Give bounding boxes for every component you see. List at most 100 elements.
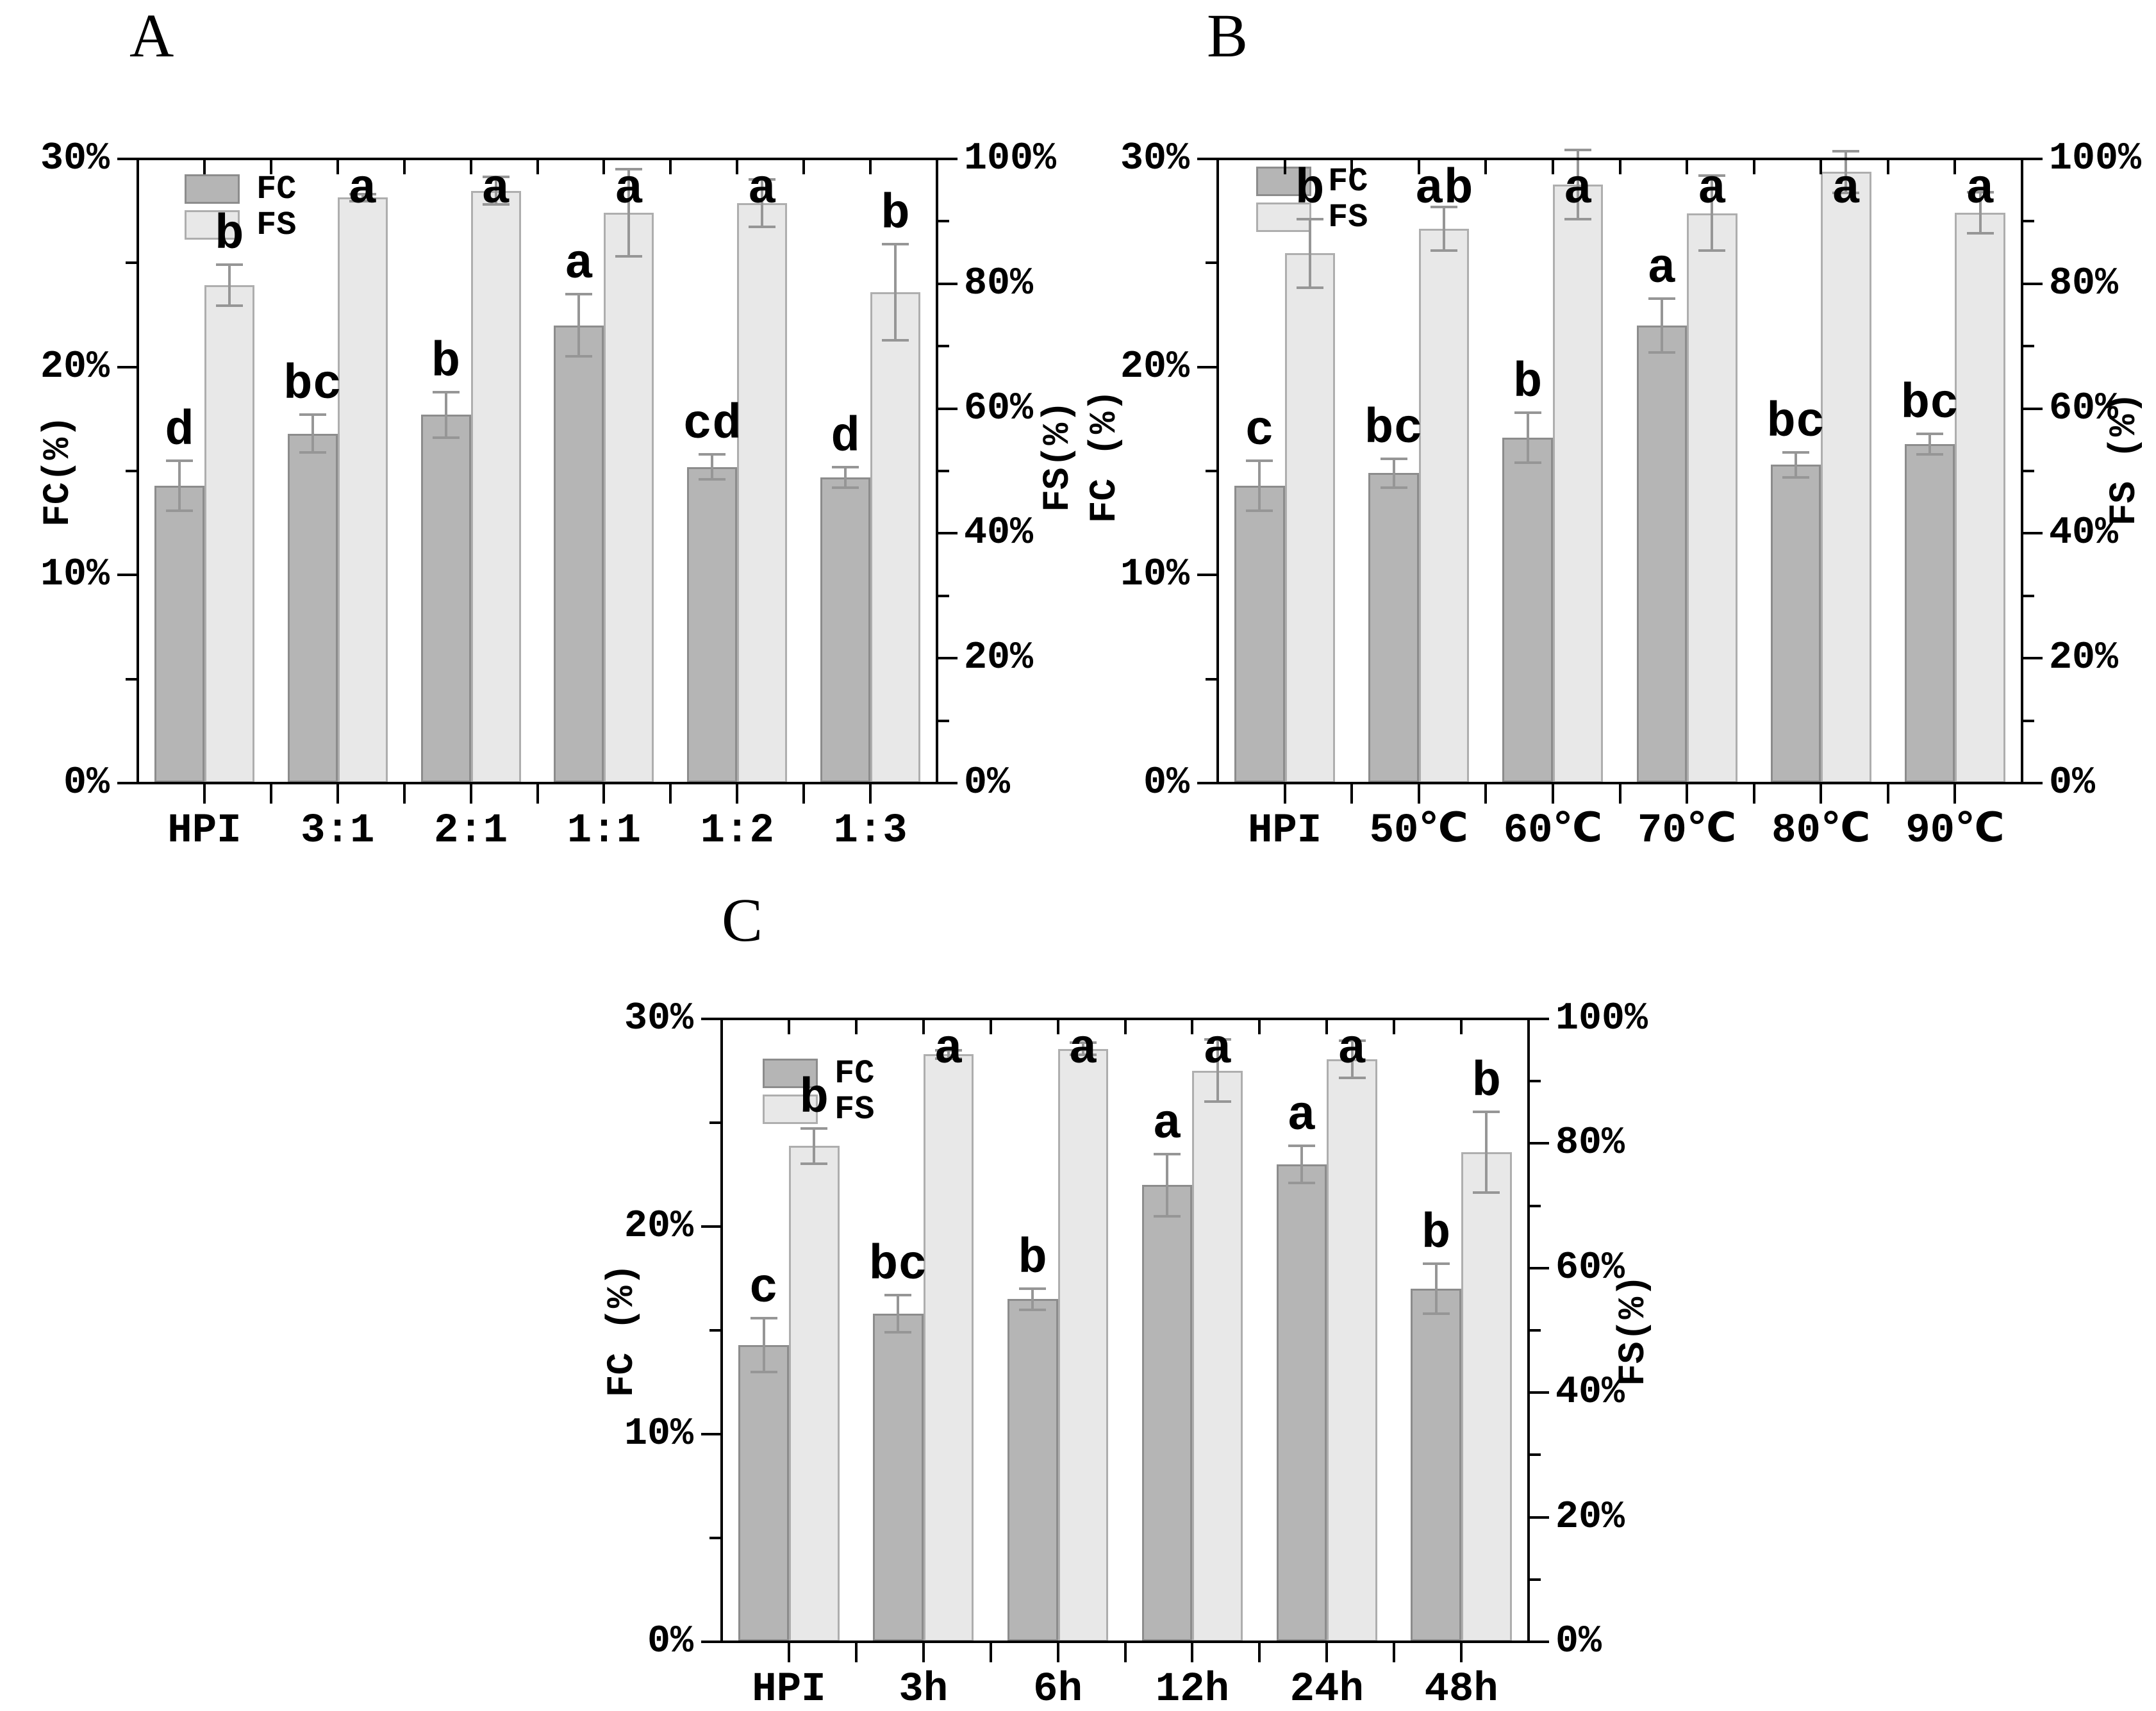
legend-label: FS [1328, 199, 1368, 236]
top-axis-tick [854, 1020, 858, 1034]
top-axis-tick [1460, 1020, 1463, 1034]
significance-letter: b [1421, 1207, 1451, 1262]
error-bar-cap-bottom [749, 226, 776, 229]
top-axis-tick [1325, 1020, 1329, 1034]
top-axis-tick [802, 160, 806, 174]
error-bar-cap-top [1154, 1152, 1181, 1155]
left-axis-minor-tick [126, 261, 137, 265]
error-bar-cap-top [1782, 450, 1810, 454]
bottom-axis-tick [269, 784, 272, 804]
error-bar-cap-top [1832, 150, 1860, 153]
fs-bar [1461, 1152, 1512, 1642]
error-bar-line [1577, 150, 1580, 219]
top-axis-tick [1686, 160, 1689, 174]
fc-bar [1141, 1185, 1193, 1642]
fs-bar [1327, 1059, 1377, 1642]
error-bar-cap-top [1204, 1038, 1231, 1041]
fs-bar [1284, 253, 1336, 783]
error-bar-cap-top [565, 293, 593, 296]
error-bar-cap-bottom [1782, 475, 1810, 479]
error-bar-cap-top [882, 243, 909, 246]
error-bar-cap-top [1916, 432, 1944, 435]
right-axis-tick-label: 80% [1555, 1121, 1625, 1166]
error-bar-cap-top [750, 1316, 777, 1319]
significance-letter: bc [283, 358, 342, 413]
right-axis-title: FS (%) [2104, 392, 2146, 526]
fs-bar [1821, 172, 1871, 783]
right-axis-major-tick [1530, 1391, 1549, 1394]
panel-title: B [1207, 1, 1248, 70]
x-category-label: 48h [1424, 1667, 1498, 1711]
fs-bar [1418, 229, 1470, 783]
left-axis-tick-label: 0% [63, 761, 110, 805]
fs-bar [204, 285, 254, 783]
left-axis-major-tick [701, 1018, 720, 1020]
error-bar-cap-bottom [1698, 249, 1726, 252]
error-bar-cap-top [1296, 217, 1323, 220]
right-axis-major-tick [1530, 1641, 1549, 1643]
right-axis-minor-tick [2023, 220, 2034, 223]
fs-bar [788, 1146, 840, 1642]
error-bar-cap-bottom [1916, 453, 1944, 456]
significance-letter: d [165, 403, 194, 459]
right-axis-tick-label: 0% [964, 761, 1011, 805]
top-axis-tick [602, 160, 606, 174]
error-bar-cap-bottom [935, 1057, 963, 1061]
significance-letter: a [934, 1022, 963, 1077]
top-axis-tick [469, 160, 472, 174]
bottom-axis-tick [1325, 1643, 1329, 1662]
error-bar-cap-bottom [165, 509, 193, 512]
error-bar-cap-bottom [215, 304, 243, 307]
top-axis-tick [1820, 160, 1823, 174]
right-axis-minor-tick [1530, 1453, 1541, 1457]
error-bar-cap-top [935, 1048, 963, 1052]
error-bar-line [1845, 151, 1848, 193]
left-axis-major-tick [701, 1225, 720, 1228]
fs-bar [1192, 1070, 1243, 1642]
error-bar-line [444, 392, 447, 438]
bottom-axis-tick [1056, 1643, 1059, 1662]
legend-swatch-fc [763, 1059, 818, 1088]
bottom-axis-tick [922, 1643, 925, 1662]
error-bar-cap-bottom [884, 1331, 912, 1334]
error-bar-cap-bottom [800, 1162, 828, 1165]
error-bar-cap-bottom [1430, 249, 1457, 252]
top-axis-tick [1350, 160, 1354, 174]
error-bar-cap-top [800, 1127, 828, 1130]
fc-bar [287, 433, 338, 783]
right-axis-minor-tick [2023, 594, 2034, 597]
top-axis-tick [787, 1020, 790, 1034]
bottom-axis-tick [1191, 1643, 1194, 1662]
x-category-label: HPI [167, 808, 242, 854]
left-axis-minor-tick [1206, 261, 1216, 265]
left-axis-title: FC (%) [602, 1263, 643, 1398]
error-bar-line [1031, 1289, 1034, 1310]
error-bar-line [947, 1050, 950, 1059]
significance-letter: ab [1414, 162, 1473, 217]
right-axis-tick-label: 100% [1555, 997, 1648, 1041]
bottom-axis-tick [536, 784, 539, 804]
error-bar-cap-top [165, 459, 193, 462]
bottom-axis-tick [869, 784, 872, 804]
error-bar-line [1795, 452, 1798, 477]
error-bar-cap-bottom [1288, 1181, 1315, 1184]
right-axis-minor-tick [938, 470, 949, 472]
right-axis-tick-label: 60% [1555, 1246, 1625, 1290]
right-axis-major-tick [1530, 1142, 1549, 1145]
error-bar-cap-top [299, 413, 326, 417]
error-bar-cap-top [1514, 411, 1541, 415]
right-axis-major-tick [2023, 782, 2043, 784]
right-axis-minor-tick [2023, 470, 2034, 472]
error-bar-line [1660, 298, 1663, 352]
left-axis-minor-tick [126, 677, 137, 681]
error-bar-cap-top [749, 178, 776, 181]
top-axis-tick [336, 160, 339, 174]
left-axis-tick-label: 30% [624, 997, 693, 1041]
left-axis-title: FC (%) [1084, 389, 1126, 524]
fc-bar [1007, 1299, 1058, 1642]
fs-bar [470, 190, 521, 783]
significance-letter: a [1697, 162, 1727, 217]
left-axis-minor-tick [1206, 470, 1216, 472]
error-bar-line [1081, 1042, 1084, 1055]
significance-letter: c [1245, 403, 1275, 459]
